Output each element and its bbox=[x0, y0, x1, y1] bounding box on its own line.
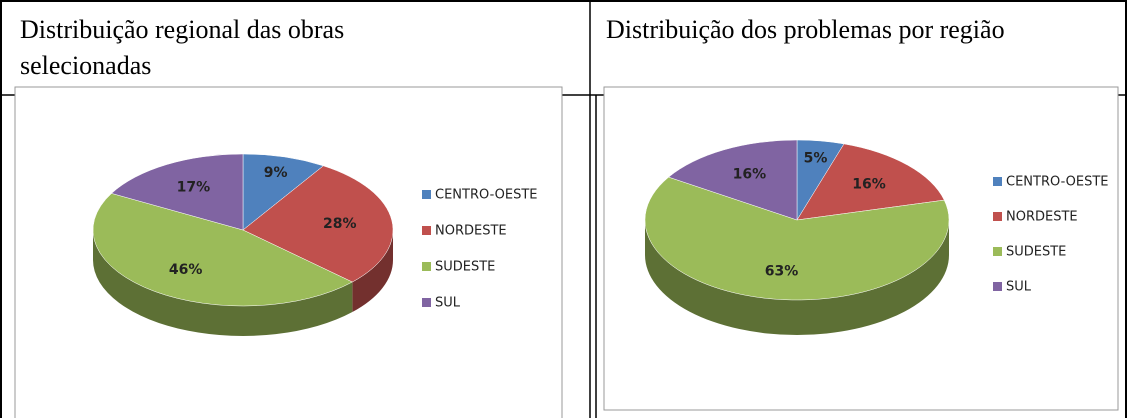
cell-title: Distribuição dos problemas por região bbox=[606, 15, 1005, 44]
pie-slice bbox=[796, 143, 945, 221]
legend-label: SUL bbox=[435, 296, 461, 311]
legend-label: CENTRO-OESTE bbox=[435, 188, 538, 203]
legend-label: NORDESTE bbox=[1006, 210, 1078, 225]
data-label: 17% bbox=[177, 179, 211, 195]
legend-label: CENTRO-OESTE bbox=[1006, 175, 1109, 190]
data-label: 16% bbox=[852, 176, 886, 192]
legend-label: SUDESTE bbox=[1006, 245, 1066, 260]
data-label: 46% bbox=[169, 262, 203, 278]
data-label: 28% bbox=[323, 216, 357, 232]
legend-swatch bbox=[422, 262, 431, 271]
legend-label: NORDESTE bbox=[435, 224, 507, 239]
pie-slice bbox=[668, 139, 798, 221]
pie-slice bbox=[644, 176, 950, 301]
data-label: 5% bbox=[804, 150, 828, 166]
pie-slice-side bbox=[645, 220, 949, 335]
data-label: 16% bbox=[733, 166, 767, 182]
legend-swatch bbox=[422, 226, 431, 235]
legend-label: SUDESTE bbox=[435, 260, 495, 275]
pie-slice bbox=[242, 165, 394, 283]
legend-swatch bbox=[422, 298, 431, 307]
pie-slice bbox=[92, 193, 353, 307]
pie-slice-side bbox=[352, 230, 394, 313]
pie-slice bbox=[111, 153, 244, 231]
legend-swatch bbox=[993, 177, 1002, 186]
legend-swatch bbox=[993, 212, 1002, 221]
cell-title: Distribuição regional das obras selecion… bbox=[20, 15, 345, 80]
legend-label: SUL bbox=[1006, 280, 1032, 295]
pie-slice-side bbox=[92, 230, 353, 336]
legend-swatch bbox=[993, 282, 1002, 291]
legend-swatch bbox=[422, 190, 431, 199]
pie-slice bbox=[242, 153, 324, 231]
legend-swatch bbox=[993, 247, 1002, 256]
data-label: 63% bbox=[765, 263, 799, 279]
data-label: 9% bbox=[264, 165, 288, 181]
